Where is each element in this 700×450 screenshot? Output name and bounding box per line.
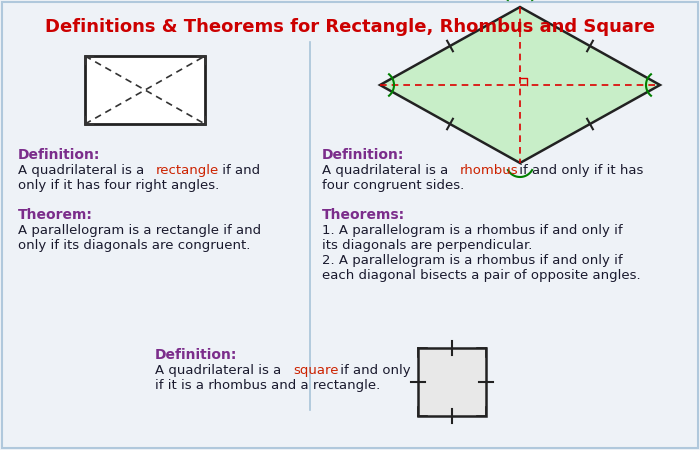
Text: only if it has four right angles.: only if it has four right angles. xyxy=(18,179,219,192)
Text: Theorems:: Theorems: xyxy=(322,208,405,222)
Text: Definition:: Definition: xyxy=(322,148,405,162)
Text: Definitions & Theorems for Rectangle, Rhombus and Square: Definitions & Theorems for Rectangle, Rh… xyxy=(45,18,655,36)
Text: its diagonals are perpendicular.: its diagonals are perpendicular. xyxy=(322,239,533,252)
Text: 2. A parallelogram is a rhombus if and only if: 2. A parallelogram is a rhombus if and o… xyxy=(322,254,622,267)
Text: if and: if and xyxy=(218,164,260,177)
Text: if it is a rhombus and a rectangle.: if it is a rhombus and a rectangle. xyxy=(155,379,380,392)
Polygon shape xyxy=(85,56,205,124)
Text: A quadrilateral is a: A quadrilateral is a xyxy=(155,364,286,377)
Polygon shape xyxy=(418,348,486,416)
Text: rhombus: rhombus xyxy=(460,164,519,177)
Polygon shape xyxy=(380,7,660,163)
Text: A quadrilateral is a: A quadrilateral is a xyxy=(322,164,452,177)
Text: Definition:: Definition: xyxy=(18,148,100,162)
Text: each diagonal bisects a pair of opposite angles.: each diagonal bisects a pair of opposite… xyxy=(322,269,640,282)
Text: Definition:: Definition: xyxy=(155,348,237,362)
Text: Theorem:: Theorem: xyxy=(18,208,93,222)
Text: rectangle: rectangle xyxy=(156,164,219,177)
Text: square: square xyxy=(293,364,339,377)
Text: four congruent sides.: four congruent sides. xyxy=(322,179,464,192)
Text: only if its diagonals are congruent.: only if its diagonals are congruent. xyxy=(18,239,251,252)
Text: A parallelogram is a rectangle if and: A parallelogram is a rectangle if and xyxy=(18,224,261,237)
Text: if and only if it has: if and only if it has xyxy=(515,164,643,177)
Text: if and only: if and only xyxy=(336,364,411,377)
Text: A quadrilateral is a: A quadrilateral is a xyxy=(18,164,148,177)
Text: 1. A parallelogram is a rhombus if and only if: 1. A parallelogram is a rhombus if and o… xyxy=(322,224,622,237)
